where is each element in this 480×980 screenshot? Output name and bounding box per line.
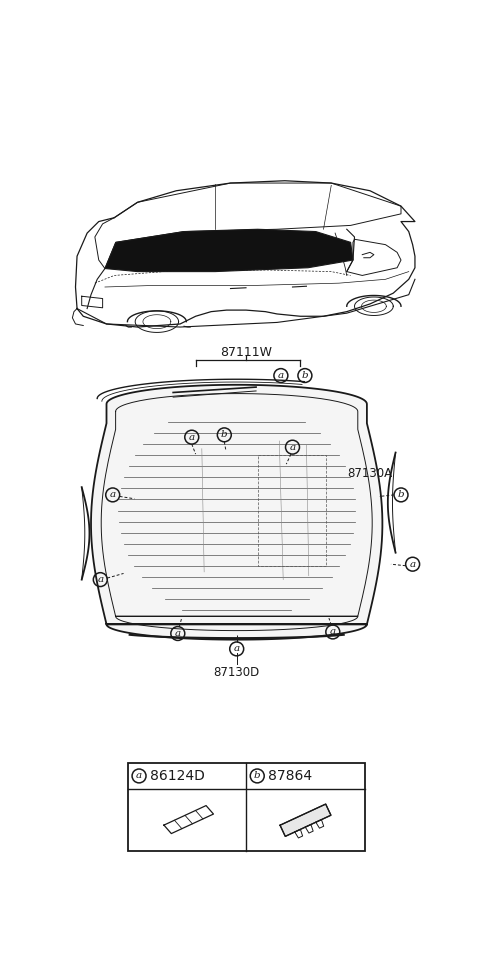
Text: 87111W: 87111W [220, 346, 272, 359]
Text: a: a [136, 771, 142, 780]
Text: 86124D: 86124D [150, 769, 205, 783]
Bar [128, 762, 365, 852]
Text: a: a [278, 371, 284, 380]
Text: a: a [175, 629, 181, 638]
Text: 87130A: 87130A [347, 466, 392, 480]
Text: b: b [254, 771, 261, 780]
Text: b: b [301, 371, 308, 380]
Text: a: a [234, 645, 240, 654]
Text: a: a [409, 560, 416, 568]
Text: b: b [398, 490, 404, 500]
Text: 87864: 87864 [268, 769, 312, 783]
Text: a: a [97, 575, 103, 584]
Text: b: b [221, 430, 228, 439]
Text: a: a [109, 490, 116, 500]
Text: a: a [189, 432, 195, 442]
Text: 87130D: 87130D [214, 665, 260, 679]
Polygon shape [105, 229, 353, 271]
Polygon shape [91, 385, 383, 640]
Text: a: a [330, 627, 336, 636]
Text: a: a [289, 443, 296, 452]
Polygon shape [280, 804, 331, 836]
